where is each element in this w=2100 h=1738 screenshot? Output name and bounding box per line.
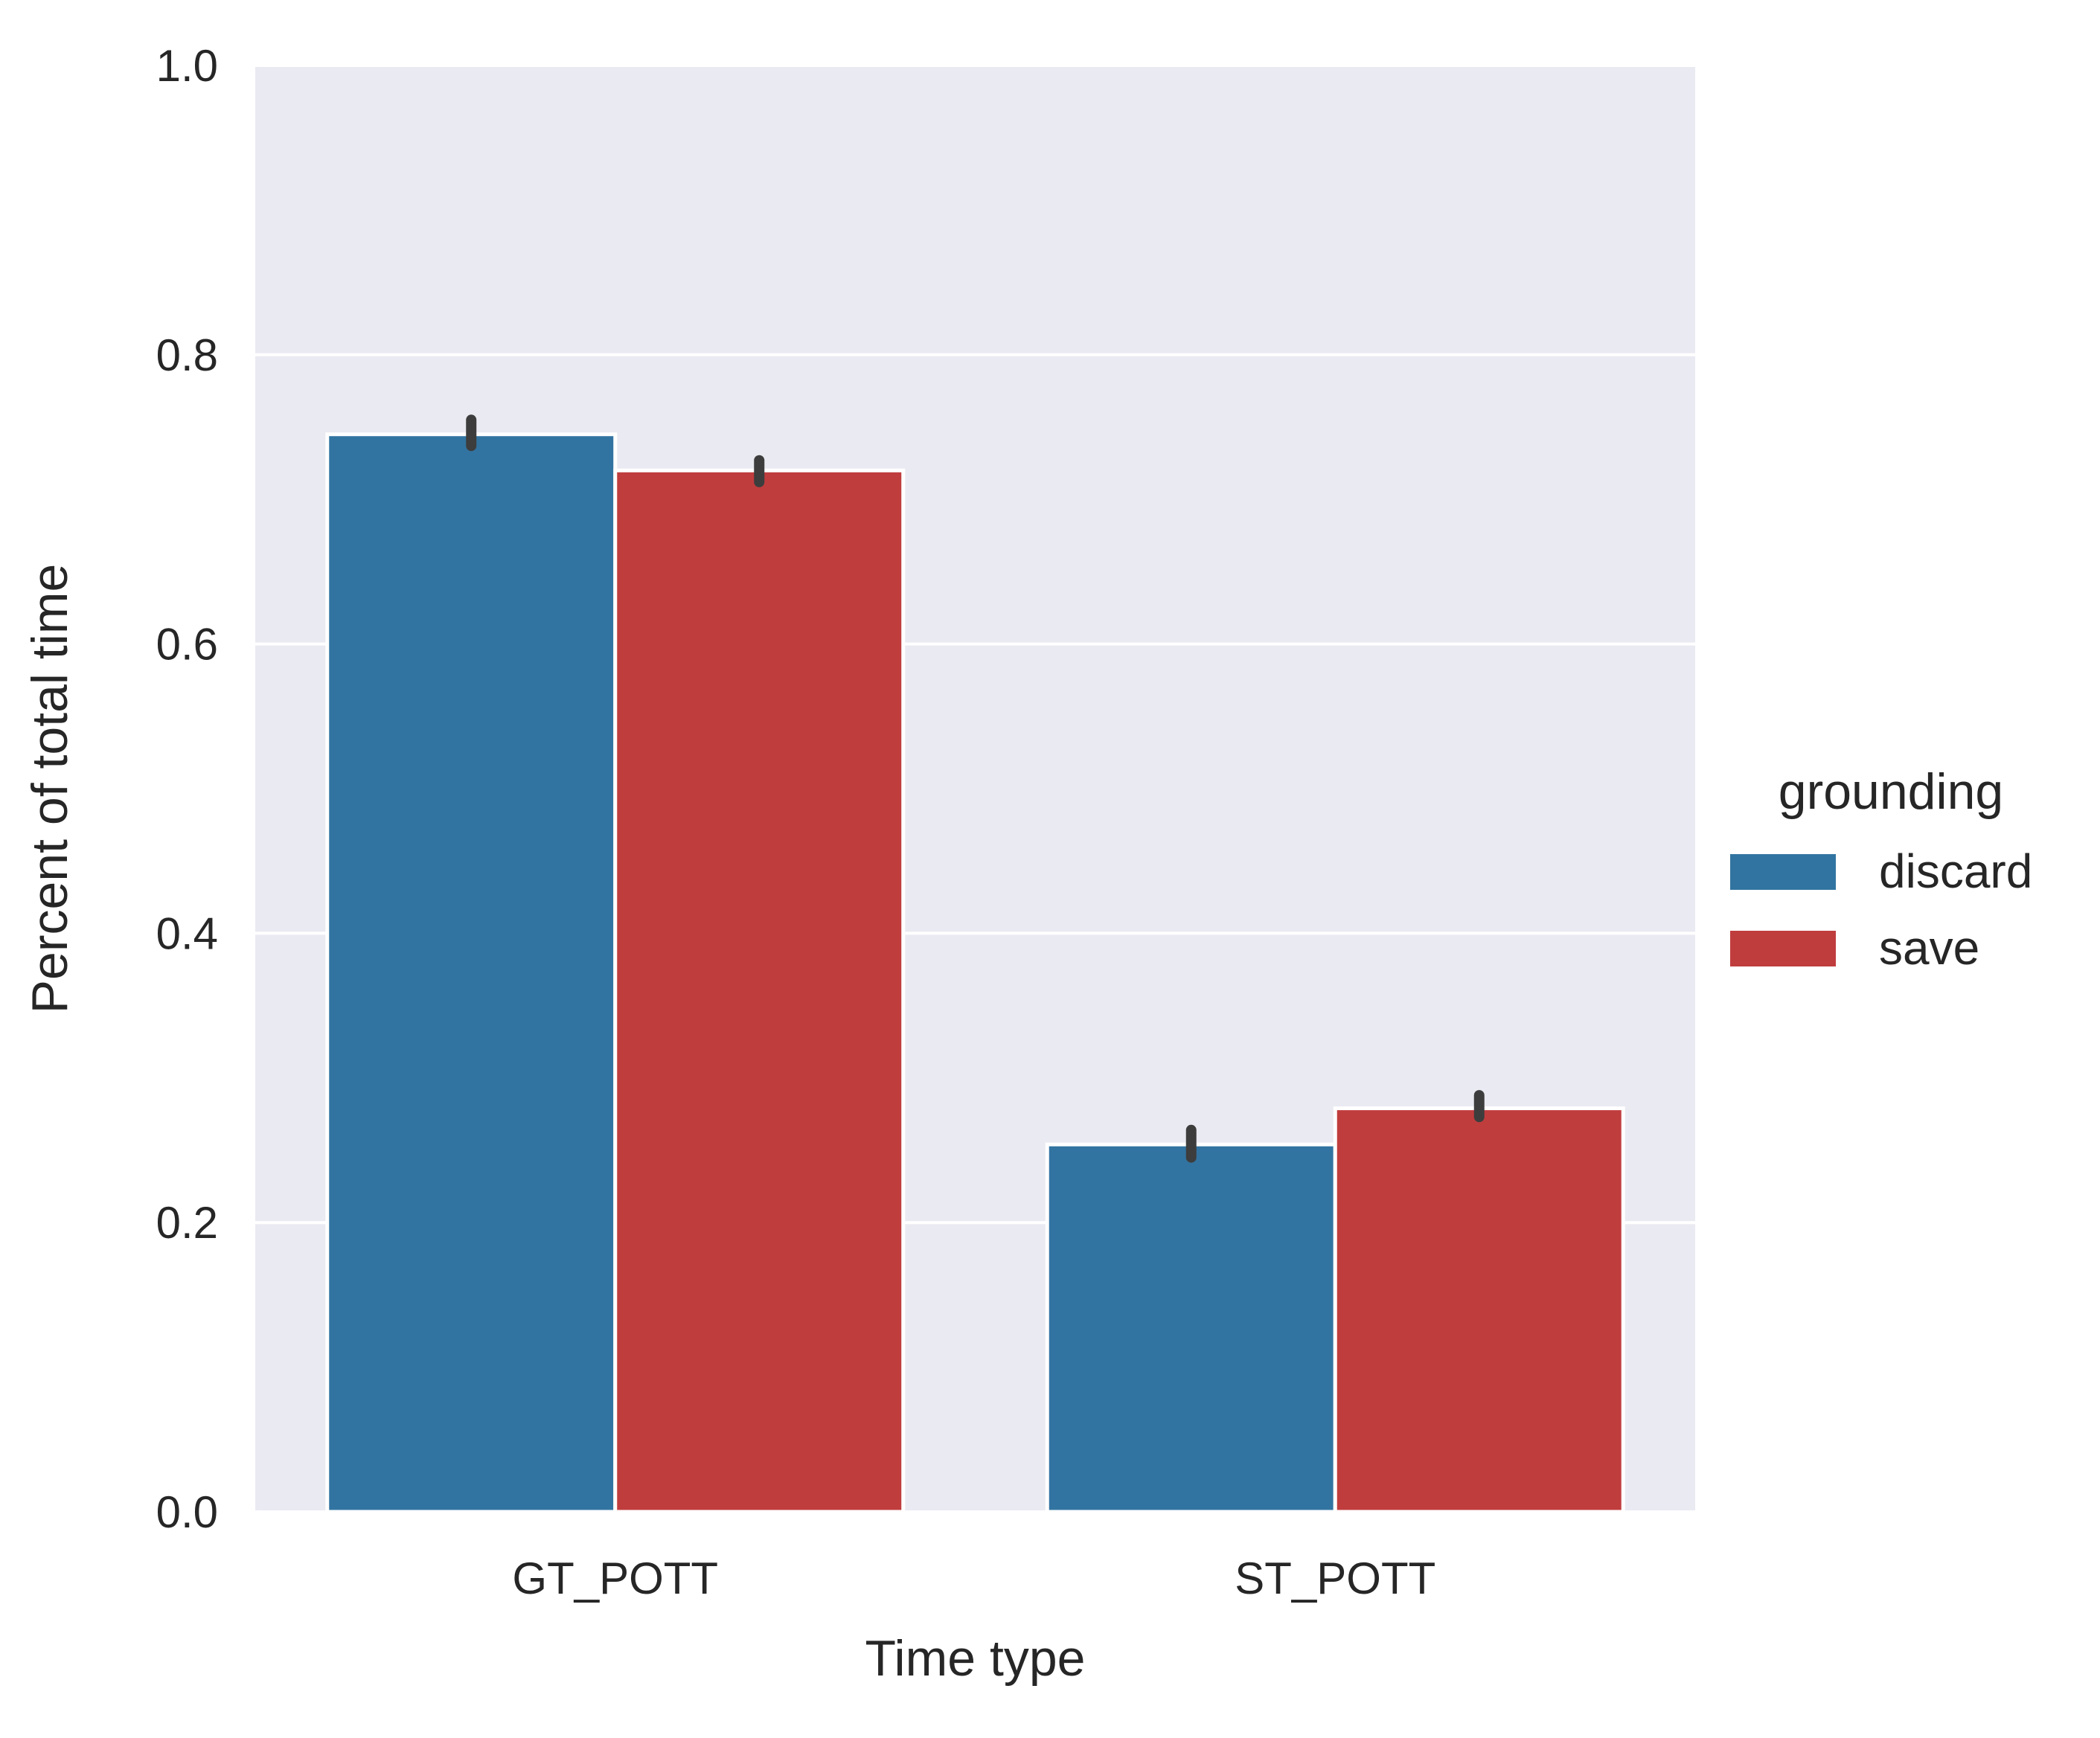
error-bars	[466, 414, 1485, 1163]
legend-label-discard: discard	[1879, 844, 2032, 898]
x-axis-label: Time type	[865, 1630, 1085, 1687]
bar-save-st-pott	[1333, 1106, 1625, 1514]
legend-items: discard save	[1730, 844, 2032, 975]
x-tick-label: ST_POTT	[1235, 1553, 1435, 1603]
legend: grounding discard save	[1730, 763, 2032, 975]
y-tick-label: 0.0	[156, 1487, 218, 1537]
bar-save-gt-pott	[613, 468, 906, 1514]
y-tick-label: 1.0	[156, 41, 218, 91]
y-tick-label: 0.6	[156, 620, 218, 670]
bars	[325, 432, 1625, 1514]
y-tick-label: 0.8	[156, 330, 218, 380]
x-tick-label: GT_POTT	[512, 1553, 718, 1603]
legend-swatch-discard	[1730, 854, 1836, 890]
legend-label-save: save	[1879, 921, 1979, 975]
y-tick-label: 0.4	[156, 908, 218, 958]
bar-discard-gt-pott	[325, 432, 618, 1514]
legend-swatch-save	[1730, 931, 1836, 966]
y-axis-label: Percent of total time	[22, 564, 78, 1014]
legend-title: grounding	[1779, 763, 2003, 820]
x-tick-labels: GT_POTT ST_POTT	[512, 1553, 1435, 1603]
bar-discard-st-pott	[1045, 1142, 1337, 1514]
y-tick-labels: 0.0 0.2 0.4 0.6 0.8 1.0	[156, 41, 218, 1537]
y-tick-label: 0.2	[156, 1198, 218, 1248]
